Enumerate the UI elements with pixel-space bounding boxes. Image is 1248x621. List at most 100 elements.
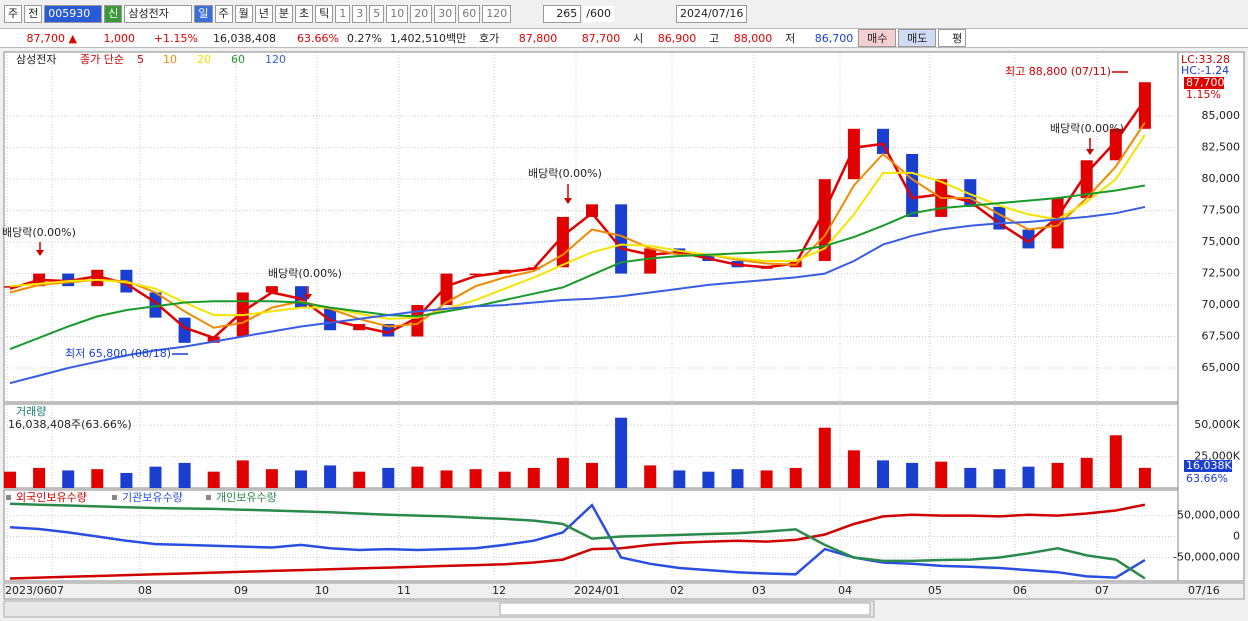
legend-item: 10 bbox=[163, 53, 177, 66]
current-price: 87,700 bbox=[1186, 76, 1225, 89]
last-volume: 16,038K bbox=[1186, 459, 1232, 472]
holding-line bbox=[9, 502, 1146, 580]
legend-item: 기관보유수량 bbox=[122, 491, 183, 504]
volume-bar bbox=[1080, 457, 1093, 488]
x-tick-label: 09 bbox=[234, 584, 248, 597]
toolbar-item[interactable]: 60 bbox=[458, 5, 481, 23]
volume-bar bbox=[1051, 462, 1064, 488]
quote-item[interactable]: 평 bbox=[938, 29, 967, 47]
toolbar-item[interactable]: 년 bbox=[254, 5, 273, 23]
volume-ratio: 63.66% bbox=[1186, 472, 1228, 485]
volume-bar bbox=[120, 472, 133, 488]
axis-panel bbox=[1177, 51, 1245, 582]
toolbar-item[interactable]: 10 bbox=[386, 5, 409, 23]
candle bbox=[1051, 198, 1064, 249]
toolbar-item[interactable]: 1 bbox=[335, 5, 351, 23]
toolbar-item[interactable]: 5 bbox=[369, 5, 385, 23]
volume-bar bbox=[469, 469, 482, 488]
toolbar-item[interactable]: 005930 bbox=[44, 5, 103, 23]
volume-bar bbox=[644, 465, 657, 488]
legend-item: 개인보유수량 bbox=[216, 491, 277, 504]
toolbar-item[interactable]: 2024/07/16 bbox=[675, 5, 748, 23]
volume-bar bbox=[498, 471, 511, 488]
toolbar-item[interactable]: 틱 bbox=[315, 5, 334, 23]
quote-item: 저 bbox=[785, 32, 796, 45]
toolbar-item[interactable]: 3 bbox=[352, 5, 368, 23]
y-tick-label: 85,000 bbox=[1202, 109, 1241, 122]
x-tick-label: 06 bbox=[1013, 584, 1027, 597]
moving-average bbox=[9, 205, 1146, 385]
quote-item[interactable]: 매수 bbox=[858, 29, 897, 47]
annotation: 배당락(0.00%) bbox=[268, 267, 342, 280]
scroll-thumb[interactable] bbox=[499, 602, 871, 616]
volume-bar bbox=[1109, 435, 1122, 488]
toolbar-item[interactable]: 주 bbox=[4, 5, 23, 23]
legend-item: 5 bbox=[137, 53, 144, 66]
quote-item[interactable]: 매도 bbox=[898, 29, 937, 47]
last-volume-box bbox=[1184, 460, 1232, 472]
volume-bar bbox=[847, 450, 860, 488]
volume-bar bbox=[527, 467, 540, 488]
toolbar-item[interactable]: 20 bbox=[410, 5, 433, 23]
candle bbox=[440, 273, 453, 306]
quote-item: 88,000 bbox=[733, 31, 773, 45]
volume-bar bbox=[382, 467, 395, 488]
toolbar-item[interactable]: 265 bbox=[543, 5, 582, 23]
toolbar-item[interactable]: /600 bbox=[583, 6, 614, 22]
volume-bar bbox=[731, 469, 744, 488]
change-label: 1.15% bbox=[1186, 88, 1221, 101]
volume-bar bbox=[440, 470, 453, 488]
legend-swatch bbox=[6, 495, 11, 500]
x-tick-label: 11 bbox=[397, 584, 411, 597]
current-price-box bbox=[1184, 77, 1224, 89]
chart-title: 거래량 bbox=[16, 405, 46, 418]
candle bbox=[1138, 82, 1151, 129]
toolbar-item[interactable]: 초 bbox=[295, 5, 314, 23]
candle bbox=[4, 286, 16, 288]
toolbar-item[interactable]: 분 bbox=[274, 5, 293, 23]
volume-bar bbox=[818, 427, 831, 488]
quote-item: 16,038,408 bbox=[213, 31, 276, 45]
toolbar-item[interactable]: 주 bbox=[214, 5, 233, 23]
candle bbox=[556, 216, 569, 268]
legend-swatch bbox=[206, 495, 211, 500]
candle bbox=[469, 273, 482, 276]
y-tick-label: 65,000 bbox=[1202, 361, 1241, 374]
legend-item: 외국인보유수량 bbox=[16, 491, 87, 504]
toolbar: 주 전 005930 신 삼성전자 일 주 월 년 분 초 틱 1 3 5 10 20 30 60 120 265/60… bbox=[0, 3, 1248, 25]
toolbar-item[interactable]: 120 bbox=[482, 5, 512, 23]
x-tick-label: 10 bbox=[315, 584, 329, 597]
quote-item: 호가 bbox=[478, 32, 500, 45]
toolbar-item[interactable]: 30 bbox=[434, 5, 457, 23]
annotation: 배당락(0.00%) bbox=[528, 167, 602, 180]
x-tick-label: 07 bbox=[1095, 584, 1109, 597]
toolbar-item[interactable]: 일 bbox=[194, 5, 213, 23]
legend-item: 20 bbox=[197, 53, 211, 66]
candle bbox=[1022, 229, 1035, 249]
y-tick-label: 50,000K bbox=[1194, 418, 1240, 431]
y-tick-label: 0 bbox=[1233, 530, 1240, 543]
x-tick-label: 12 bbox=[492, 584, 506, 597]
y-tick-label: 82,500 bbox=[1202, 141, 1241, 154]
toolbar-item[interactable]: 월 bbox=[234, 5, 253, 23]
arrow-head bbox=[304, 294, 312, 300]
y-tick-label: 67,500 bbox=[1202, 330, 1241, 343]
volume-bar bbox=[789, 467, 802, 488]
volume-bar bbox=[91, 469, 104, 488]
toolbar-item[interactable]: 신 bbox=[104, 5, 123, 23]
y-tick-label: 77,500 bbox=[1202, 204, 1241, 217]
volume-bar bbox=[1138, 467, 1151, 488]
x-tick-label: 04 bbox=[838, 584, 852, 597]
quote-item: 시 bbox=[633, 32, 644, 45]
arrow-head bbox=[1086, 149, 1094, 155]
volume-bar bbox=[353, 471, 366, 488]
y-tick-label: 80,000 bbox=[1202, 172, 1241, 185]
toolbar-item[interactable]: 삼성전자 bbox=[124, 5, 193, 23]
chart-subtitle: 종가 단순 bbox=[80, 53, 124, 66]
quote-item: 87,700 bbox=[581, 31, 621, 45]
toolbar-item[interactable]: 전 bbox=[24, 5, 43, 23]
volume-bar bbox=[702, 471, 715, 488]
volume-bar bbox=[615, 417, 628, 488]
candle bbox=[644, 248, 657, 274]
volume-bar bbox=[993, 469, 1006, 488]
